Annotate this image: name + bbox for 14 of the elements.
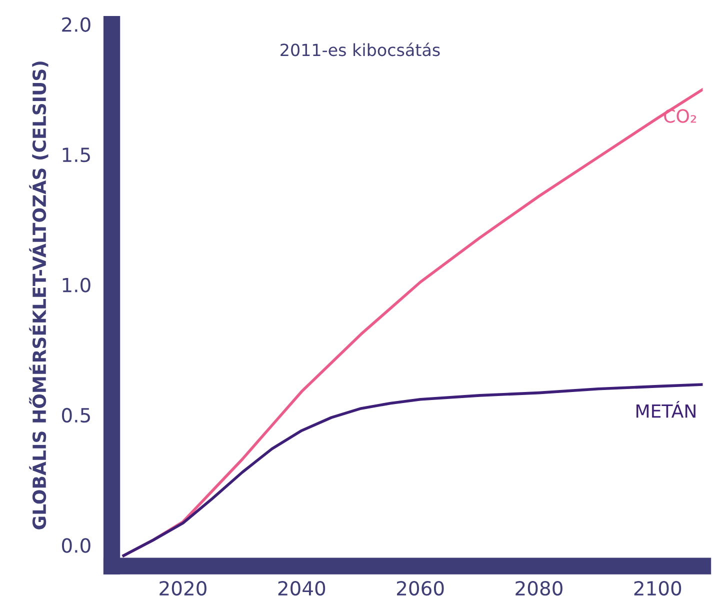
y-tick-label: 0.0 <box>62 538 90 553</box>
x-tick-label: 2080 <box>516 580 562 596</box>
series-label: METÁN <box>636 400 696 418</box>
x-tick-label: 2020 <box>160 580 206 596</box>
line-series <box>122 383 703 557</box>
x-tick-label: 2060 <box>397 580 444 596</box>
x-tick-label: 2040 <box>278 580 326 596</box>
y-tick-label: 1.5 <box>62 148 90 162</box>
y-tick-label: 1.0 <box>62 278 90 292</box>
text: 2011-es kibocsátás <box>280 42 440 56</box>
y-axis-title: GLOBÁLIS HŐMÉRSÉKLET-VÁLTOZÁS (CELSIUS) <box>29 62 48 530</box>
x-tick-label: 2100 <box>634 580 682 596</box>
y-tick-label: 2.0 <box>62 17 90 32</box>
y-tick-label: 0.5 <box>62 408 90 423</box>
